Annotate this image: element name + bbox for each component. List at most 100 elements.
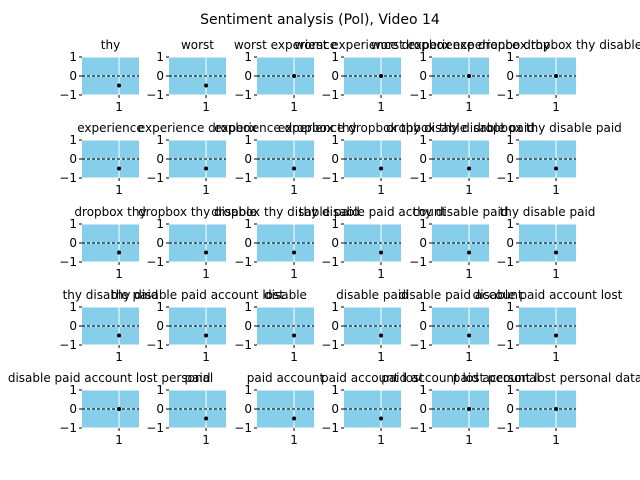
subplot-title: experience (77, 121, 144, 135)
data-point (117, 166, 122, 171)
data-point (467, 407, 472, 411)
y-tick-label: 1 (419, 383, 427, 397)
x-tick-label: 1 (115, 350, 123, 364)
y-tick-label: 1 (69, 50, 77, 64)
y-tick-label: −1 (146, 255, 164, 269)
y-tick-label: 0 (506, 319, 514, 333)
x-tick-label: 1 (115, 433, 123, 447)
y-tick-label: 0 (244, 152, 252, 166)
y-tick-label: 1 (419, 300, 427, 314)
subplot-title: dropbox thy disable paid (473, 121, 622, 135)
x-tick-label: 1 (202, 267, 210, 281)
y-tick-label: 1 (244, 50, 252, 64)
y-tick-label: 1 (69, 133, 77, 147)
data-point (204, 333, 209, 338)
subplot-title: dropbox thy disable paid (386, 121, 535, 135)
subplot-title: disable paid account lost (473, 288, 623, 302)
y-tick-label: 1 (331, 217, 339, 231)
subplot-title: paid account (247, 371, 325, 385)
data-point (204, 83, 209, 88)
y-tick-label: 1 (244, 383, 252, 397)
x-tick-label: 1 (377, 100, 385, 114)
x-tick-label: 1 (465, 100, 473, 114)
x-tick-label: 1 (552, 350, 560, 364)
y-tick-label: 1 (156, 300, 164, 314)
x-tick-label: 1 (552, 433, 560, 447)
data-point (467, 250, 472, 255)
y-tick-label: 1 (331, 133, 339, 147)
data-point (204, 250, 209, 255)
y-tick-label: 0 (331, 152, 339, 166)
y-tick-label: 1 (69, 383, 77, 397)
data-point (554, 333, 559, 338)
x-tick-label: 1 (552, 100, 560, 114)
x-tick-label: 1 (290, 100, 298, 114)
y-tick-label: 1 (244, 300, 252, 314)
y-tick-label: 1 (506, 133, 514, 147)
subplot-title: worst experience dropbox (294, 38, 450, 52)
y-tick-label: 1 (506, 50, 514, 64)
subplot-title: thy disable paid account lost (111, 288, 284, 302)
y-tick-label: 0 (419, 402, 427, 416)
x-tick-label: 1 (377, 433, 385, 447)
y-tick-label: −1 (496, 255, 514, 269)
y-tick-label: 1 (419, 217, 427, 231)
y-tick-label: −1 (321, 88, 339, 102)
y-tick-label: 1 (244, 217, 252, 231)
data-point (467, 333, 472, 338)
y-tick-label: 0 (244, 319, 252, 333)
y-tick-label: 0 (331, 402, 339, 416)
y-tick-label: 0 (331, 319, 339, 333)
y-tick-label: −1 (59, 171, 77, 185)
y-tick-label: 0 (331, 236, 339, 250)
y-tick-label: 0 (156, 152, 164, 166)
y-tick-label: 0 (419, 69, 427, 83)
y-tick-label: −1 (496, 171, 514, 185)
y-tick-label: 1 (156, 217, 164, 231)
y-tick-label: −1 (496, 421, 514, 435)
y-tick-label: −1 (409, 338, 427, 352)
subplot-title: paid account lost (321, 371, 424, 385)
data-point (117, 407, 122, 411)
data-point (292, 333, 297, 338)
y-tick-label: 0 (69, 69, 77, 83)
subplot-title: thy (101, 38, 120, 52)
data-point (379, 250, 384, 255)
data-point (554, 74, 559, 78)
y-tick-label: −1 (321, 421, 339, 435)
x-tick-label: 1 (290, 267, 298, 281)
subplot-panel: 1 0 −1 1 paid (146, 371, 226, 447)
y-tick-label: 0 (506, 236, 514, 250)
y-tick-label: −1 (234, 171, 252, 185)
subplot-title: thy disable paid (63, 288, 159, 302)
y-tick-label: −1 (59, 421, 77, 435)
x-tick-label: 1 (552, 267, 560, 281)
subplot-title: experience dropbox thy (214, 121, 357, 135)
subplot-title: worst experience dropbox thy (371, 38, 550, 52)
subplot-title: thy disable paid account (299, 205, 447, 219)
x-tick-label: 1 (115, 267, 123, 281)
subplot-title: paid account lost personal (381, 371, 540, 385)
x-tick-label: 1 (202, 350, 210, 364)
subplot-panel: 1 0 −1 1 thy (59, 38, 139, 114)
y-tick-label: −1 (146, 88, 164, 102)
y-tick-label: 1 (331, 300, 339, 314)
y-tick-label: −1 (234, 255, 252, 269)
y-tick-label: 1 (156, 50, 164, 64)
subplot-title: disable (264, 288, 307, 302)
subplot-title: disable paid account lost personal (8, 371, 213, 385)
y-tick-label: 0 (156, 69, 164, 83)
